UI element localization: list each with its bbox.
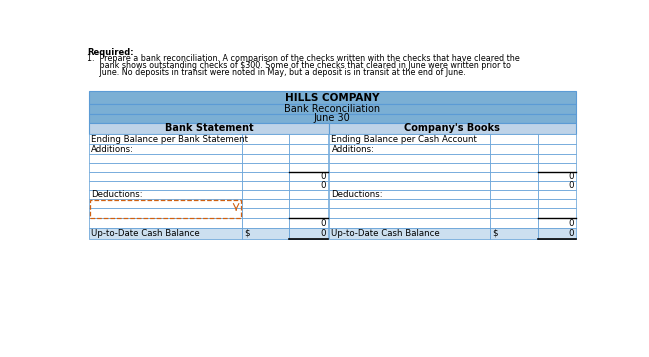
Bar <box>289 218 328 228</box>
Bar <box>242 199 289 208</box>
Bar <box>289 172 328 181</box>
Bar <box>537 228 576 239</box>
Bar <box>537 154 576 163</box>
Bar <box>90 200 241 218</box>
Bar <box>537 181 576 190</box>
Bar <box>289 208 328 218</box>
Bar <box>289 163 328 172</box>
Text: 0: 0 <box>321 229 326 238</box>
Bar <box>89 218 242 228</box>
Text: Bank Statement: Bank Statement <box>165 123 253 133</box>
Bar <box>489 145 537 154</box>
Bar <box>489 172 537 181</box>
Text: 0: 0 <box>569 229 574 238</box>
Bar <box>329 145 489 154</box>
Text: June 30: June 30 <box>314 113 350 123</box>
Bar <box>89 145 242 154</box>
Bar <box>289 228 328 239</box>
Bar <box>89 114 576 123</box>
Text: Deductions:: Deductions: <box>332 190 383 199</box>
Text: 0: 0 <box>321 218 326 227</box>
Text: 0: 0 <box>321 172 326 181</box>
Bar <box>289 181 328 190</box>
Bar <box>289 190 328 199</box>
Bar <box>329 190 489 199</box>
Text: Ending Balance per Cash Account: Ending Balance per Cash Account <box>332 135 477 144</box>
Bar <box>289 199 328 208</box>
Bar <box>489 190 537 199</box>
Bar <box>242 218 289 228</box>
Text: $: $ <box>492 229 497 238</box>
Bar <box>489 154 537 163</box>
Bar <box>329 172 489 181</box>
Bar <box>242 145 289 154</box>
Bar <box>329 163 489 172</box>
Text: Required:: Required: <box>88 48 134 57</box>
Bar <box>537 199 576 208</box>
Bar <box>329 218 489 228</box>
Bar <box>89 172 242 181</box>
Bar <box>537 190 576 199</box>
Bar <box>329 154 489 163</box>
Bar <box>89 91 576 104</box>
Text: $: $ <box>245 229 250 238</box>
Bar <box>329 228 489 239</box>
Bar <box>489 218 537 228</box>
Bar <box>89 208 242 218</box>
Bar <box>242 172 289 181</box>
Bar <box>242 228 289 239</box>
Bar <box>329 181 489 190</box>
Bar <box>89 123 329 134</box>
Bar <box>537 145 576 154</box>
Text: 0: 0 <box>569 218 574 227</box>
Text: HILLS COMPANY: HILLS COMPANY <box>285 92 380 102</box>
Text: Ending Balance per Bank Statement: Ending Balance per Bank Statement <box>92 135 248 144</box>
Bar <box>489 199 537 208</box>
Bar <box>89 199 242 208</box>
Text: 0: 0 <box>321 181 326 190</box>
Bar <box>489 181 537 190</box>
Bar <box>242 134 289 145</box>
Bar <box>489 163 537 172</box>
Bar <box>489 228 537 239</box>
Bar <box>329 199 489 208</box>
Text: Deductions:: Deductions: <box>92 190 143 199</box>
Bar <box>489 208 537 218</box>
Bar <box>89 190 242 199</box>
Bar <box>537 134 576 145</box>
Bar <box>89 163 242 172</box>
Text: Additions:: Additions: <box>92 145 134 154</box>
Bar <box>289 134 328 145</box>
Bar <box>89 228 242 239</box>
Bar <box>242 163 289 172</box>
Text: Additions:: Additions: <box>332 145 374 154</box>
Bar <box>537 163 576 172</box>
Bar <box>89 104 576 114</box>
Bar <box>537 218 576 228</box>
Text: Bank Reconciliation: Bank Reconciliation <box>284 104 380 114</box>
Text: Up-to-Date Cash Balance: Up-to-Date Cash Balance <box>332 229 440 238</box>
Text: bank shows outstanding checks of $300. Some of the checks that cleared in June w: bank shows outstanding checks of $300. S… <box>88 61 511 70</box>
Bar <box>329 208 489 218</box>
Bar <box>329 123 576 134</box>
Bar <box>537 208 576 218</box>
Bar <box>89 181 242 190</box>
Text: 0: 0 <box>569 181 574 190</box>
Text: 1.  Prepare a bank reconciliation. A comparison of the checks written with the c: 1. Prepare a bank reconciliation. A comp… <box>88 54 520 64</box>
Bar <box>537 172 576 181</box>
Bar <box>489 134 537 145</box>
Bar <box>329 134 489 145</box>
Bar <box>289 145 328 154</box>
Text: Up-to-Date Cash Balance: Up-to-Date Cash Balance <box>92 229 200 238</box>
Bar <box>242 154 289 163</box>
Bar <box>242 208 289 218</box>
Bar <box>89 134 242 145</box>
Text: June. No deposits in transit were noted in May, but a deposit is in transit at t: June. No deposits in transit were noted … <box>88 68 466 77</box>
Text: 0: 0 <box>569 172 574 181</box>
Bar <box>289 154 328 163</box>
Bar <box>242 190 289 199</box>
Bar <box>242 181 289 190</box>
Bar <box>89 154 242 163</box>
Text: Company's Books: Company's Books <box>404 123 500 133</box>
